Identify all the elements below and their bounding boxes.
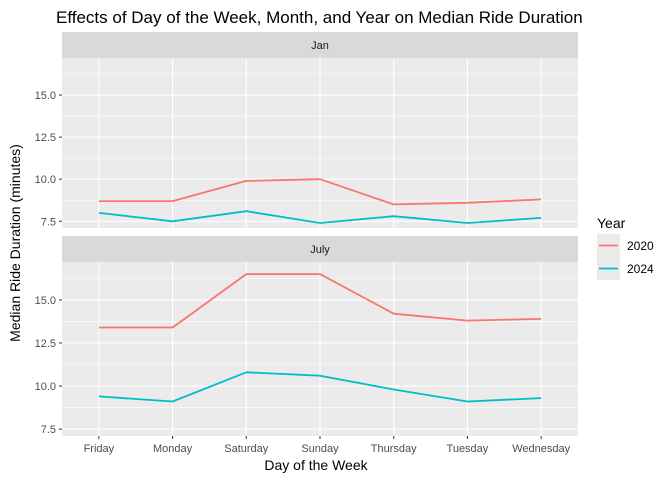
- legend-entry-2024: 2024: [597, 257, 654, 280]
- facet-panel-jan: Jan 7.5 10.0 12.5 15.0: [35, 32, 578, 228]
- x-tick-label: Saturday: [224, 443, 269, 455]
- series-line-2020-jan: [98, 178, 542, 206]
- legend-label: 2024: [627, 262, 654, 276]
- y-tick-label: 10.0: [35, 174, 56, 186]
- facet-strip: [62, 32, 578, 58]
- x-tick-label: Thursday: [371, 443, 417, 455]
- series-line-2020-july: [98, 273, 542, 329]
- series-line-2024-jan: [98, 210, 542, 224]
- y-tick-label: 15.0: [35, 295, 56, 307]
- legend-title: Year: [597, 215, 626, 231]
- facet-panel-july: July 7.5 10.0 12.5 15.0: [35, 236, 578, 436]
- facet-strip: [62, 236, 578, 262]
- y-tick-label: 7.5: [41, 424, 56, 436]
- legend-label: 2020: [627, 239, 654, 253]
- x-tick-label: Tuesday: [447, 443, 489, 455]
- chart-title: Effects of Day of the Week, Month, and Y…: [56, 8, 583, 27]
- x-axis-label: Day of the Week: [264, 457, 368, 473]
- x-tick-label: Wednesday: [512, 443, 570, 455]
- y-tick-label: 15.0: [35, 90, 56, 102]
- y-tick-label: 7.5: [41, 216, 56, 228]
- y-tick-label: 12.5: [35, 132, 56, 144]
- legend-entry-2020: 2020: [597, 234, 654, 257]
- y-axis-label: Median Ride Duration (minutes): [7, 144, 23, 342]
- y-tick-label: 10.0: [35, 381, 56, 393]
- x-axis-ticks: Friday Monday Saturday Sunday Thursday Tuesda…: [84, 436, 571, 455]
- legend: Year 2020 2024: [597, 215, 654, 280]
- x-tick-label: Monday: [153, 443, 193, 455]
- facet-strip-label: July: [310, 244, 330, 256]
- series-line-2024-july: [98, 371, 542, 403]
- x-tick-label: Friday: [84, 443, 115, 455]
- x-tick-label: Sunday: [301, 443, 339, 455]
- facet-panels: Jan 7.5 10.0 12.5 15.0 July 7.5 10.0 12.5 15.0: [35, 32, 578, 436]
- facet-strip-label: Jan: [311, 40, 329, 52]
- y-tick-label: 12.5: [35, 338, 56, 350]
